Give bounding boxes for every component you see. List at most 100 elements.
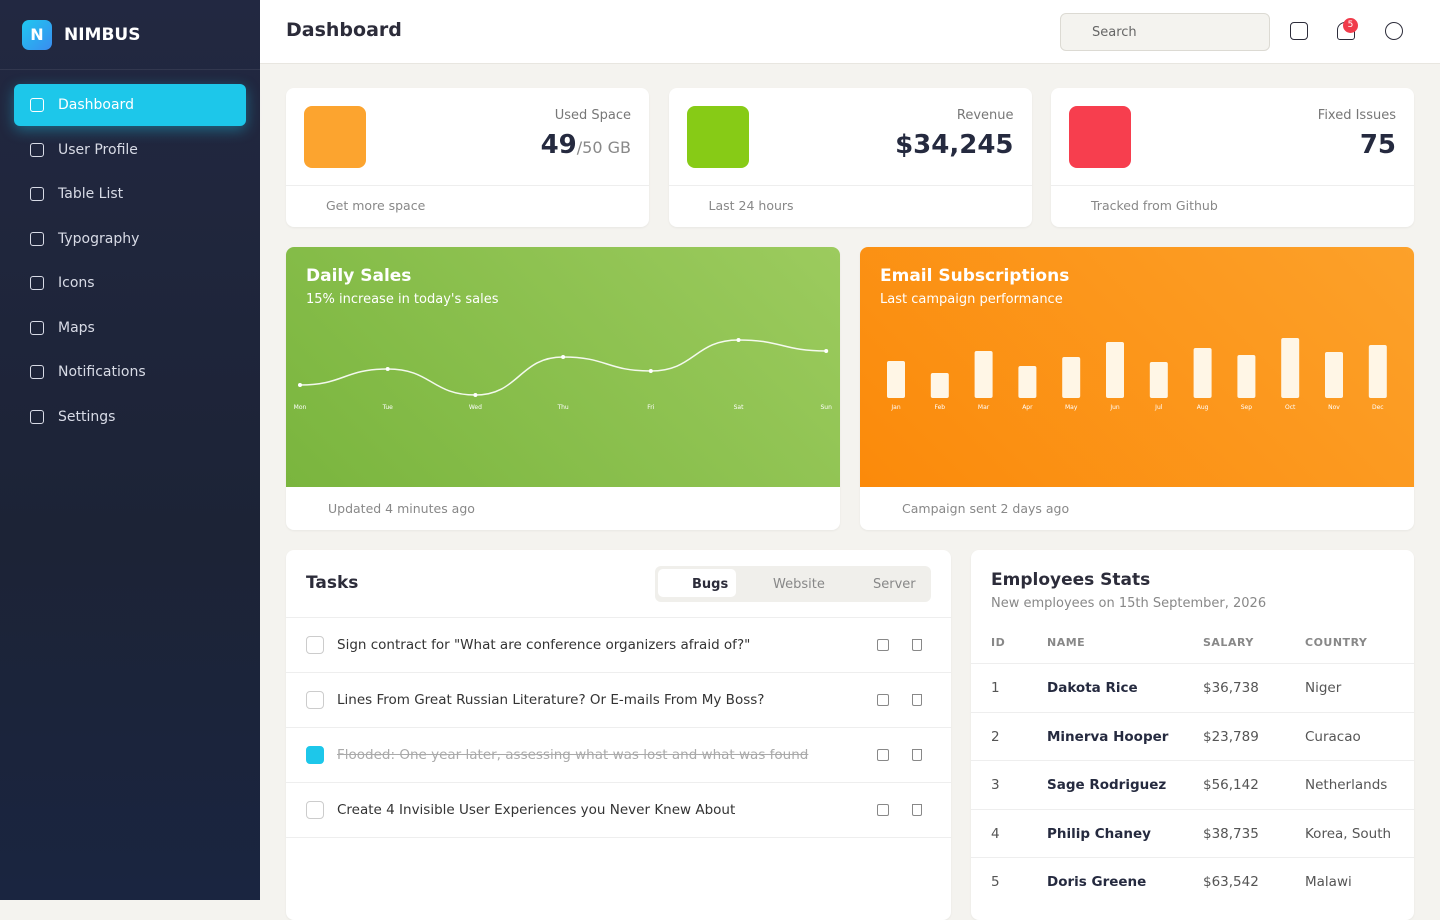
stat-card: Used Space 49/50 GB Get more space	[286, 88, 649, 227]
search-input[interactable]: Search	[1060, 13, 1270, 51]
employees-card: Employees Stats New employees on 15th Se…	[971, 550, 1414, 920]
task-checkbox[interactable]	[306, 801, 324, 819]
nav-icon	[30, 187, 44, 201]
point	[473, 393, 478, 397]
task-text: Lines From Great Russian Literature? Or …	[337, 692, 765, 708]
nav-item[interactable]: Settings	[14, 396, 246, 438]
x-tick-label: Jun	[1109, 404, 1120, 411]
bar	[1237, 355, 1256, 398]
edit-button[interactable]	[877, 639, 889, 651]
bar	[887, 361, 905, 398]
task-row: Lines From Great Russian Literature? Or …	[286, 672, 951, 727]
nav-item[interactable]: Icons	[14, 262, 246, 304]
task-checkbox[interactable]	[306, 691, 324, 709]
nav-item[interactable]: Dashboard	[14, 84, 246, 126]
tasks-tabs: Bugs Website Server	[655, 566, 931, 602]
edit-button[interactable]	[877, 749, 889, 761]
nav-item[interactable]: Typography	[14, 218, 246, 260]
nav-item[interactable]: Maps	[14, 307, 246, 349]
edit-button[interactable]	[877, 804, 889, 816]
bar	[930, 373, 949, 398]
table-cell: $56,142	[1203, 777, 1259, 793]
delete-button[interactable]	[912, 804, 922, 816]
stat-number: 49	[540, 130, 577, 160]
email-subscriptions-chart: Jan Feb Mar Apr May Jun Jul Aug Sep Oct Nov Dec	[887, 338, 1387, 411]
stat-value: 75	[1360, 130, 1396, 160]
stat-label: Used Space	[554, 108, 631, 123]
chart-title: Email Subscriptions	[880, 266, 1070, 286]
delete-button[interactable]	[912, 749, 922, 761]
table-cell: 4	[991, 825, 1000, 842]
table-cell: $23,789	[1203, 728, 1259, 745]
edit-button[interactable]	[877, 694, 889, 706]
daily-sales-card: Mon Tue Wed Thu Fri Sat Sun Daily Sales 15% inc…	[286, 247, 840, 530]
table-cell: Dakota Rice	[1047, 680, 1138, 696]
apps-button[interactable]	[1290, 22, 1308, 40]
bar	[974, 351, 993, 398]
stat-icon	[686, 106, 749, 168]
table-cell: Netherlands	[1305, 777, 1388, 793]
nav-icon	[30, 98, 44, 112]
tab[interactable]: Server	[873, 577, 916, 592]
point	[561, 355, 566, 359]
chart-footer: Updated 4 minutes ago	[328, 501, 475, 516]
stat-number: $34,245	[895, 130, 1014, 160]
point	[298, 383, 302, 387]
tab[interactable]: Bugs	[658, 569, 736, 597]
table-cell: 2	[991, 728, 1000, 745]
stat-label: Fixed Issues	[1317, 108, 1396, 123]
x-tick-label: May	[1065, 404, 1078, 411]
x-tick-label: Sun	[820, 404, 832, 411]
divider	[286, 837, 951, 892]
x-tick-label: Tue	[382, 404, 394, 411]
nav-item[interactable]: Notifications	[14, 351, 246, 393]
bar	[1018, 366, 1037, 398]
chart-subtitle: Last campaign performance	[880, 292, 1063, 307]
chart-footer: Campaign sent 2 days ago	[902, 501, 1070, 516]
tab[interactable]: Website	[773, 577, 825, 592]
user-button[interactable]	[1385, 22, 1403, 40]
topbar: Dashboard Search 5	[260, 0, 1440, 64]
table-cell: Philip Chaney	[1047, 825, 1151, 842]
task-checkbox[interactable]	[306, 746, 324, 764]
table-cell: $63,542	[1203, 874, 1259, 890]
table-cell: Minerva Hooper	[1047, 728, 1169, 745]
table-cell: Malawi	[1305, 874, 1352, 890]
table-cell: 3	[991, 777, 1000, 793]
column-header: COUNTRY	[1305, 636, 1368, 649]
table-cell: Korea, South	[1305, 825, 1392, 842]
x-tick-label: Oct	[1285, 404, 1296, 411]
stat-footer: Last 24 hours	[668, 185, 1032, 213]
nav-item[interactable]: Table List	[14, 173, 246, 215]
stat-footer: Tracked from Github	[1051, 185, 1414, 213]
nav-item[interactable]: User Profile	[14, 129, 246, 171]
stat-label: Revenue	[956, 108, 1014, 123]
divider	[971, 857, 1414, 858]
task-checkbox[interactable]	[306, 636, 324, 654]
bar	[1149, 362, 1168, 398]
task-text: Sign contract for "What are conference o…	[337, 637, 751, 653]
table-cell: 5	[991, 874, 1000, 890]
bar	[1106, 342, 1124, 398]
bar	[1281, 338, 1300, 398]
x-tick-label: Sep	[1241, 404, 1253, 411]
tasks-card: Tasks Bugs Website Server Sign contract …	[286, 550, 951, 920]
brand[interactable]: N NIMBUS	[0, 0, 260, 70]
delete-button[interactable]	[912, 639, 922, 651]
x-tick-label: Mar	[978, 404, 990, 411]
stat-card: Fixed Issues 75 Tracked from Github	[1051, 88, 1414, 227]
delete-button[interactable]	[912, 694, 922, 706]
x-tick-label: Fri	[647, 404, 654, 411]
notification-badge: 5	[1343, 18, 1358, 33]
brand-name: NIMBUS	[64, 24, 141, 45]
x-tick-label: Jul	[1154, 404, 1163, 411]
stat-footer: Get more space	[286, 185, 649, 213]
task-row: Sign contract for "What are conference o…	[286, 617, 951, 672]
chart-title: Daily Sales	[306, 266, 412, 286]
nav-icon	[30, 320, 44, 335]
nav-icon	[30, 231, 44, 246]
sidebar-nav: Dashboard User Profile Table List Typograph…	[0, 84, 260, 438]
bar	[1062, 357, 1081, 398]
